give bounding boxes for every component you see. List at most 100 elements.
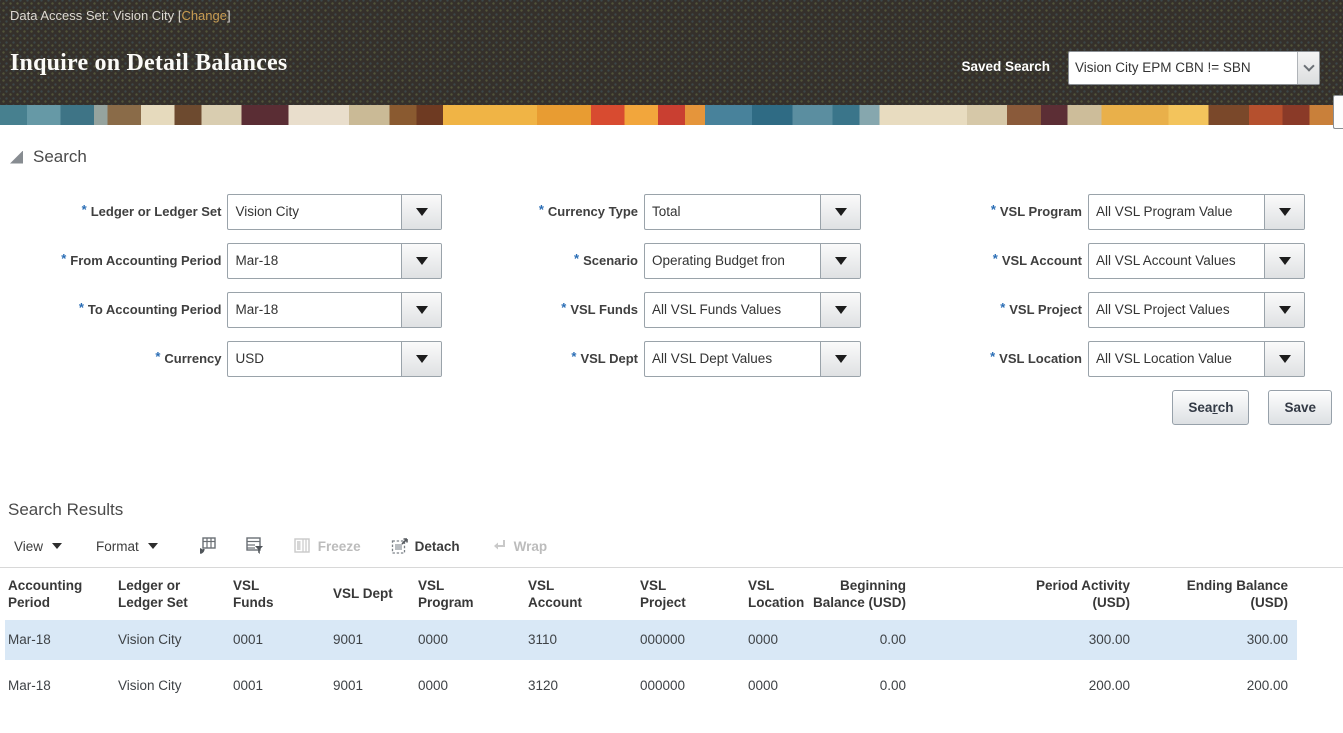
combobox-value: All VSL Program Value bbox=[1096, 204, 1233, 219]
format-menu-label: Format bbox=[96, 538, 139, 554]
field-label: * From Accounting Period bbox=[61, 251, 222, 268]
combobox-scenario[interactable]: Operating Budget fron bbox=[644, 243, 861, 279]
combobox-dropdown-button[interactable] bbox=[1264, 293, 1304, 327]
export-button[interactable] bbox=[198, 537, 216, 555]
detach-icon bbox=[391, 538, 408, 554]
form-field-row: * Currency Type Total bbox=[470, 194, 862, 230]
combobox-value: Operating Budget fron bbox=[652, 253, 785, 268]
column-header-label: VSL Program bbox=[418, 578, 474, 610]
combobox-vsl-location[interactable]: All VSL Location Value bbox=[1088, 341, 1305, 377]
required-asterisk: * bbox=[81, 202, 87, 217]
combobox-dropdown-button[interactable] bbox=[401, 195, 441, 229]
collapse-triangle-icon[interactable] bbox=[10, 150, 23, 164]
form-field-row: * VSL Project All VSL Project Values bbox=[890, 292, 1305, 328]
column-header[interactable]: VSL Program bbox=[418, 578, 528, 612]
combobox-dropdown-button[interactable] bbox=[820, 244, 860, 278]
required-asterisk: * bbox=[538, 202, 544, 217]
combobox-vsl-dept[interactable]: All VSL Dept Values bbox=[644, 341, 861, 377]
wrap-icon bbox=[493, 540, 505, 550]
combobox-vsl-program[interactable]: All VSL Program Value bbox=[1088, 194, 1305, 230]
column-header[interactable]: Beginning Balance (USD) bbox=[806, 578, 906, 612]
dropdown-arrow-icon bbox=[415, 208, 428, 216]
form-field-row: * Currency USD bbox=[0, 341, 442, 377]
combobox-dropdown-button[interactable] bbox=[1264, 195, 1304, 229]
format-menu[interactable]: Format bbox=[96, 539, 158, 554]
saved-search-selected-value: Vision City EPM CBN != SBN bbox=[1075, 60, 1251, 75]
column-header[interactable]: VSL Account bbox=[528, 578, 640, 612]
dropdown-arrow-icon bbox=[1278, 257, 1291, 265]
combobox-dropdown-button[interactable] bbox=[401, 342, 441, 376]
combobox-dropdown-button[interactable] bbox=[401, 244, 441, 278]
results-section-title: Search Results bbox=[8, 500, 124, 519]
column-header-label: VSL Location bbox=[748, 578, 805, 610]
form-column: * Ledger or Ledger Set Vision City * From Ac… bbox=[0, 194, 442, 377]
required-asterisk: * bbox=[78, 300, 84, 315]
saved-search-dropdown-button[interactable] bbox=[1297, 52, 1319, 84]
table-cell: Mar-18 bbox=[8, 632, 51, 648]
view-menu[interactable]: View bbox=[14, 538, 63, 554]
combobox-currency-type[interactable]: Total bbox=[644, 194, 861, 230]
view-menu-label: View bbox=[14, 538, 44, 554]
combobox-value: USD bbox=[235, 351, 264, 366]
saved-search-select[interactable]: Vision City EPM CBN != SBN bbox=[1068, 51, 1320, 85]
required-asterisk: * bbox=[990, 349, 996, 364]
combobox-dropdown-button[interactable] bbox=[820, 342, 860, 376]
combobox-vsl-account[interactable]: All VSL Account Values bbox=[1088, 243, 1305, 279]
save-button[interactable]: Save bbox=[1268, 390, 1332, 425]
chevron-down-icon bbox=[1302, 60, 1315, 72]
required-asterisk: * bbox=[571, 349, 577, 364]
required-asterisk: * bbox=[61, 251, 67, 266]
combobox-dropdown-button[interactable] bbox=[820, 293, 860, 327]
form-field-row: * From Accounting Period Mar-18 bbox=[0, 243, 442, 279]
form-field-row: * Scenario Operating Budget fron bbox=[470, 243, 862, 279]
combobox-value: Mar-18 bbox=[235, 253, 279, 268]
column-header[interactable]: VSL Project bbox=[640, 578, 748, 612]
table-row[interactable]: Mar-18 Vision City 0001 9001 0000 3120 000000 0… bbox=[5, 666, 1297, 706]
table-cell: 9001 bbox=[333, 678, 364, 694]
combobox-from-accounting-period[interactable]: Mar-18 bbox=[227, 243, 442, 279]
required-asterisk: * bbox=[561, 300, 567, 315]
combobox-vsl-project[interactable]: All VSL Project Values bbox=[1088, 292, 1305, 328]
table-row[interactable]: Mar-18 Vision City 0001 9001 0000 3110 000000 0… bbox=[5, 619, 1297, 660]
dropdown-arrow-icon bbox=[834, 208, 847, 216]
form-field-row: * Ledger or Ledger Set Vision City bbox=[0, 194, 442, 230]
table-cell: 000000 bbox=[640, 632, 686, 648]
dropdown-arrow-icon bbox=[415, 355, 428, 363]
column-header[interactable]: VSL Location bbox=[748, 578, 806, 612]
combobox-currency[interactable]: USD bbox=[227, 341, 442, 377]
search-button[interactable]: Search bbox=[1172, 390, 1250, 425]
combobox-to-accounting-period[interactable]: Mar-18 bbox=[227, 292, 442, 328]
column-header-label: VSL Account bbox=[528, 578, 582, 610]
combobox-dropdown-button[interactable] bbox=[820, 195, 860, 229]
dropdown-arrow-icon bbox=[834, 355, 847, 363]
dropdown-arrow-icon bbox=[834, 257, 847, 265]
combobox-dropdown-button[interactable] bbox=[1264, 244, 1304, 278]
query-by-example-button[interactable] bbox=[246, 537, 264, 555]
column-header-label: Ending Balance (USD) bbox=[1186, 578, 1288, 610]
change-link[interactable]: Change bbox=[181, 8, 227, 23]
table-cell: 200.00 bbox=[1246, 678, 1288, 694]
combobox-dropdown-button[interactable] bbox=[1264, 342, 1304, 376]
combobox-vsl-funds[interactable]: All VSL Funds Values bbox=[644, 292, 861, 328]
form-field-row: * VSL Location All VSL Location Value bbox=[890, 341, 1305, 377]
combobox-value: All VSL Account Values bbox=[1096, 253, 1236, 268]
column-header[interactable]: VSL Dept bbox=[333, 578, 418, 612]
search-section-header[interactable]: Search bbox=[10, 147, 1343, 166]
query-by-example-icon bbox=[246, 537, 263, 554]
column-header[interactable]: Ledger or Ledger Set bbox=[118, 578, 233, 612]
required-asterisk: * bbox=[990, 202, 996, 217]
combobox-dropdown-button[interactable] bbox=[401, 293, 441, 327]
search-actions: Search Save bbox=[0, 390, 1332, 425]
column-header[interactable]: Accounting Period bbox=[8, 578, 118, 612]
column-header[interactable]: Period Activity (USD) bbox=[906, 578, 1130, 612]
detach-button[interactable]: Detach bbox=[391, 537, 460, 555]
combobox-ledger-or-ledger-set[interactable]: Vision City bbox=[227, 194, 442, 230]
field-label: * VSL Location bbox=[990, 349, 1082, 366]
column-header[interactable]: VSL Funds bbox=[233, 578, 333, 612]
table-cell: 200.00 bbox=[1088, 678, 1130, 694]
dropdown-arrow-icon bbox=[1278, 355, 1291, 363]
combobox-value: Total bbox=[652, 204, 681, 219]
form-column: * VSL Program All VSL Program Value * VSL Ac… bbox=[890, 194, 1305, 377]
dropdown-arrow-icon bbox=[415, 257, 428, 265]
column-header[interactable]: Ending Balance (USD) bbox=[1130, 578, 1288, 612]
